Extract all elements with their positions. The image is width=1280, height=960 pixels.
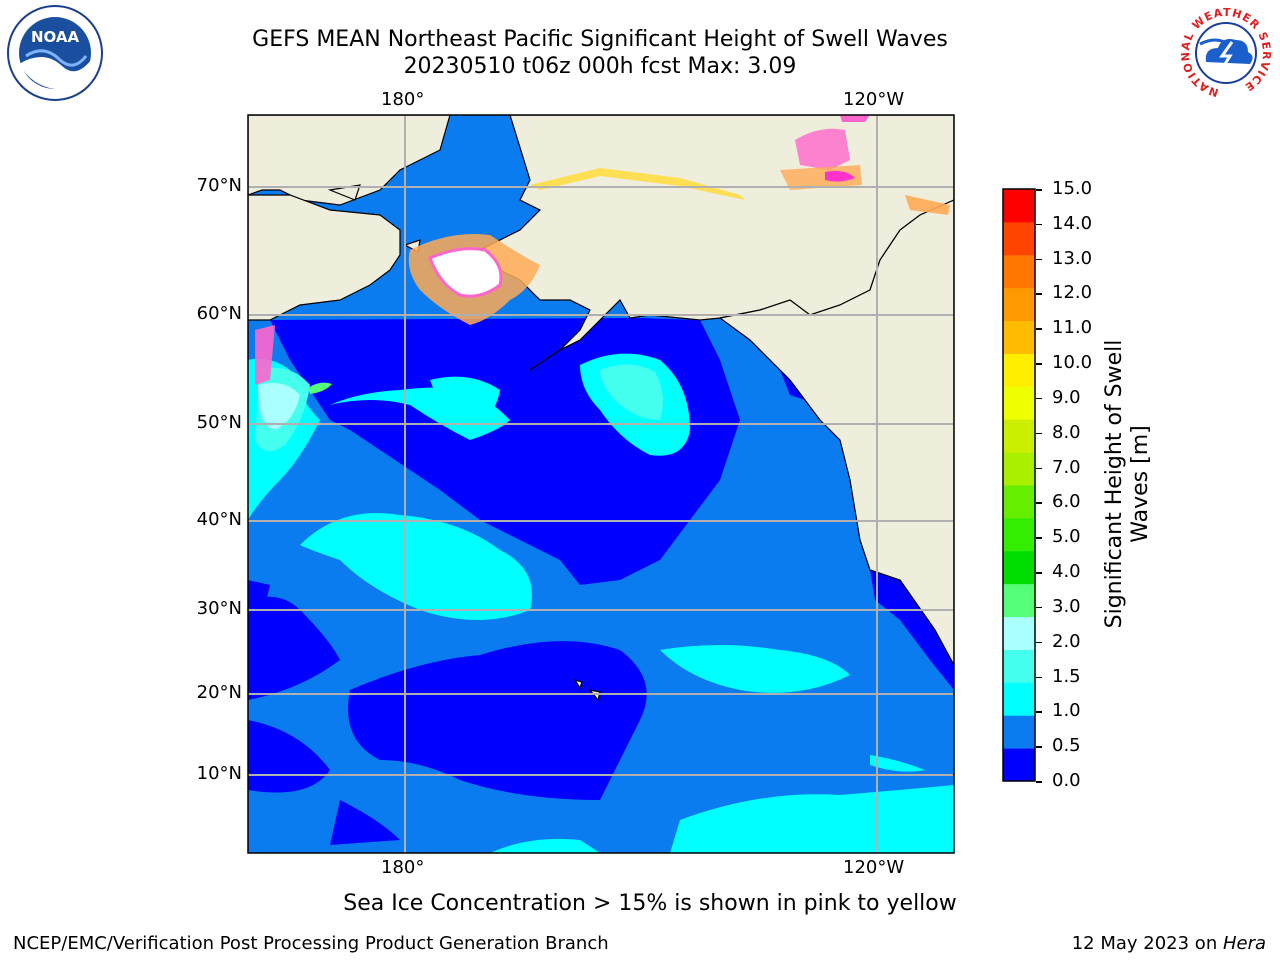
noaa-logo-text: NOAA <box>31 28 80 46</box>
colorbar-tick-label: 9.0 <box>1052 386 1081 408</box>
colorbar-tick-label: 3.0 <box>1052 595 1081 617</box>
colorbar-tick-mark <box>1036 223 1042 226</box>
colorbar-tick-mark <box>1036 781 1042 783</box>
colorbar-segment <box>1003 452 1035 486</box>
lat-label-20n: 20°N <box>196 682 242 703</box>
swell-band-3-4 <box>308 382 332 394</box>
colorbar-segment <box>1003 221 1035 256</box>
land-masses <box>248 115 954 702</box>
colorbar-tick-label: 11.0 <box>1052 317 1093 339</box>
colorbar-tick-mark <box>1036 502 1042 504</box>
colorbar-segment <box>1003 649 1035 683</box>
colorbar-segment <box>1003 682 1035 716</box>
colorbar-tick-label: 4.0 <box>1052 561 1081 583</box>
colorbar-tick-label: 0.5 <box>1052 735 1081 757</box>
colorbar-tick-mark <box>1036 711 1042 713</box>
colorbar-tick-mark <box>1036 293 1042 295</box>
lat-label-40n: 40°N <box>196 509 242 530</box>
colorbar-title: Significant Height of Swell Waves [m] <box>1102 340 1154 629</box>
lon-label-bottom-120w: 120°W <box>843 857 905 878</box>
swell-band-2-3 <box>258 382 300 430</box>
footer-credit: NCEP/EMC/Verification Post Processing Pr… <box>13 933 609 954</box>
colorbar-tick-mark <box>1036 537 1042 539</box>
lat-label-50n: 50°N <box>196 412 242 433</box>
noaa-logo: NOAA <box>7 5 103 101</box>
colorbar-tick-label: 2.0 <box>1052 630 1081 652</box>
colorbar-segment <box>1003 254 1035 289</box>
colorbar-title-line1: Significant Height of Swell <box>1102 339 1127 629</box>
colorbar-segment <box>1003 715 1035 749</box>
lat-label-70n: 70°N <box>196 175 242 196</box>
lat-label-60n: 60°N <box>196 303 242 324</box>
colorbar-tick-label: 15.0 <box>1052 178 1093 199</box>
lon-label-bottom-180: 180° <box>381 857 425 878</box>
map-frame <box>247 114 955 854</box>
colorbar-segment <box>1003 485 1035 519</box>
colorbar-tick-label: 6.0 <box>1052 491 1081 513</box>
nws-logo: NATIONAL WEATHER SERVICE <box>1179 6 1273 100</box>
colorbar-tick-label: 1.5 <box>1052 665 1081 687</box>
colorbar-segment <box>1003 386 1035 420</box>
map-subtitle: 20230510 t06z 000h fcst Max: 3.09 <box>403 54 797 79</box>
colorbar-segment <box>1003 550 1035 585</box>
colorbar-tick-label: 1.0 <box>1052 700 1081 722</box>
footer-date: 12 May 2023 on Hera <box>1072 933 1266 954</box>
colorbar-segment <box>1003 517 1035 552</box>
colorbar-tick-mark <box>1036 363 1042 365</box>
colorbar-segment <box>1003 419 1035 453</box>
footer-host: Hera <box>1222 933 1266 954</box>
sea-ice <box>255 115 950 385</box>
colorbar-tick-mark <box>1036 606 1042 609</box>
sea-ice-note: Sea Ice Concentration > 15% is shown in … <box>343 891 957 916</box>
colorbar-tick-mark <box>1036 328 1042 330</box>
colorbar-tick-mark <box>1036 432 1042 435</box>
colorbar-segment <box>1003 353 1035 387</box>
colorbar-tick-mark <box>1036 676 1042 679</box>
map-title: GEFS MEAN Northeast Pacific Significant … <box>252 27 948 52</box>
colorbar-tick-label: 14.0 <box>1052 212 1093 234</box>
colorbar-frame <box>1002 188 1036 782</box>
colorbar-segment <box>1003 189 1035 223</box>
lon-label-top-180: 180° <box>381 89 425 110</box>
colorbar-tick-mark <box>1036 572 1042 574</box>
colorbar-segment <box>1003 748 1035 782</box>
colorbar <box>1002 188 1036 782</box>
colorbar-segment <box>1003 583 1035 618</box>
colorbar-tick-label: 7.0 <box>1052 456 1081 478</box>
colorbar-title-line2: Waves [m] <box>1128 425 1153 543</box>
colorbar-tick-mark <box>1036 189 1042 191</box>
colorbar-tick-label: 13.0 <box>1052 247 1093 269</box>
graticule <box>248 115 954 853</box>
colorbar-tick-label: 12.0 <box>1052 282 1093 304</box>
colorbar-tick-mark <box>1036 467 1042 470</box>
colorbar-tick-label: 10.0 <box>1052 352 1093 374</box>
colorbar-tick-mark <box>1036 397 1042 400</box>
colorbar-segment <box>1003 287 1035 322</box>
colorbar-segment <box>1003 616 1035 650</box>
lat-label-30n: 30°N <box>196 598 242 619</box>
colorbar-tick-mark <box>1036 641 1042 644</box>
colorbar-tick-mark <box>1036 258 1042 261</box>
colorbar-tick-label: 5.0 <box>1052 526 1081 548</box>
colorbar-tick-label: 8.0 <box>1052 421 1081 443</box>
colorbar-segment <box>1003 320 1035 354</box>
lat-label-10n: 10°N <box>196 763 242 784</box>
colorbar-tick-mark <box>1036 746 1042 748</box>
colorbar-tick-label: 0.0 <box>1052 770 1081 791</box>
footer-date-text: 12 May 2023 on <box>1071 933 1223 954</box>
lon-label-top-120w: 120°W <box>843 89 905 110</box>
